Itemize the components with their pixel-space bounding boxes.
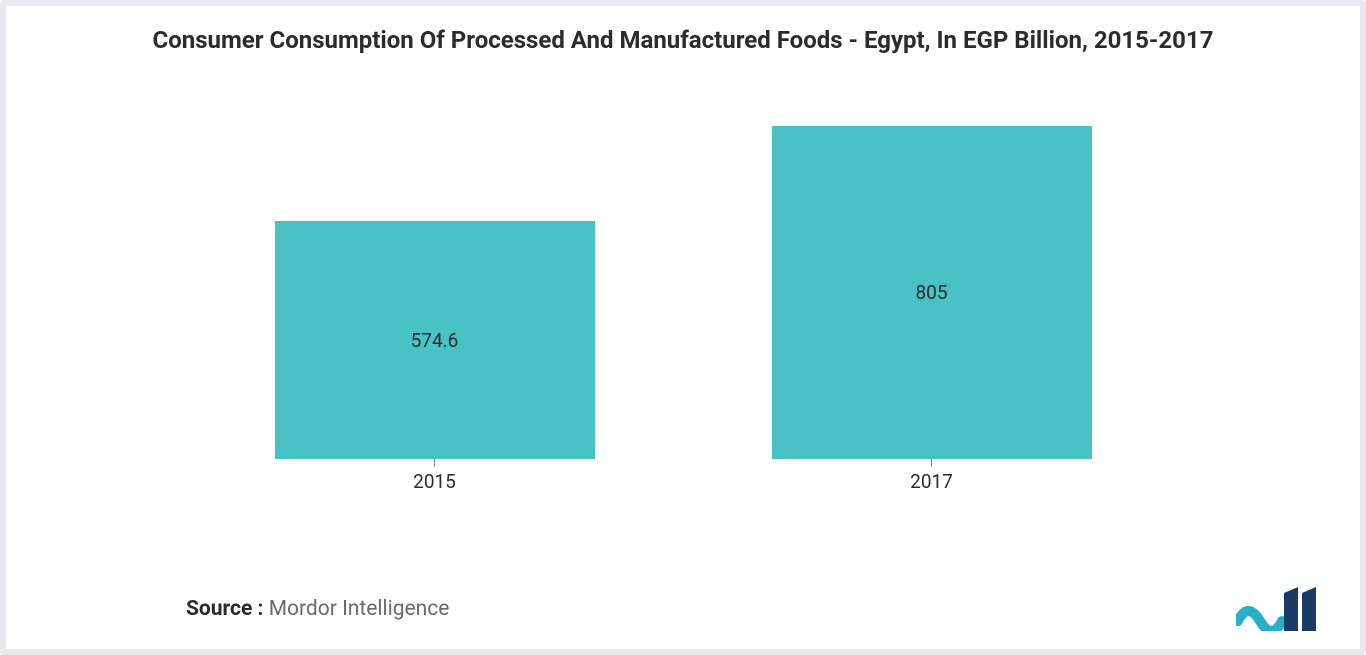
- bar-slot-1: 805 2017: [772, 126, 1092, 459]
- bar-slot-0: 574.6 2015: [275, 126, 595, 459]
- logo-waves: [1238, 611, 1282, 631]
- source-value: Mordor Intelligence: [269, 597, 450, 621]
- bar-value-label-0: 574.6: [411, 329, 459, 352]
- bar-0: 574.6: [275, 221, 595, 459]
- logo-bars: [1284, 587, 1316, 631]
- chart-title: Consumer Consumption Of Processed And Ma…: [6, 6, 1360, 62]
- bar-1: 805: [772, 126, 1092, 459]
- x-label-0: 2015: [413, 470, 456, 493]
- source-line: Source : Mordor Intelligence: [186, 597, 449, 621]
- x-tick-0: [434, 459, 435, 467]
- chart-footer: Source : Mordor Intelligence: [6, 587, 1360, 631]
- bar-value-label-1: 805: [915, 281, 947, 304]
- x-tick-1: [931, 459, 932, 467]
- brand-logo-icon: [1236, 587, 1320, 631]
- x-label-1: 2017: [910, 470, 953, 493]
- chart-plot-area: 574.6 2015 805 2017: [186, 126, 1180, 459]
- source-label: Source :: [186, 597, 263, 621]
